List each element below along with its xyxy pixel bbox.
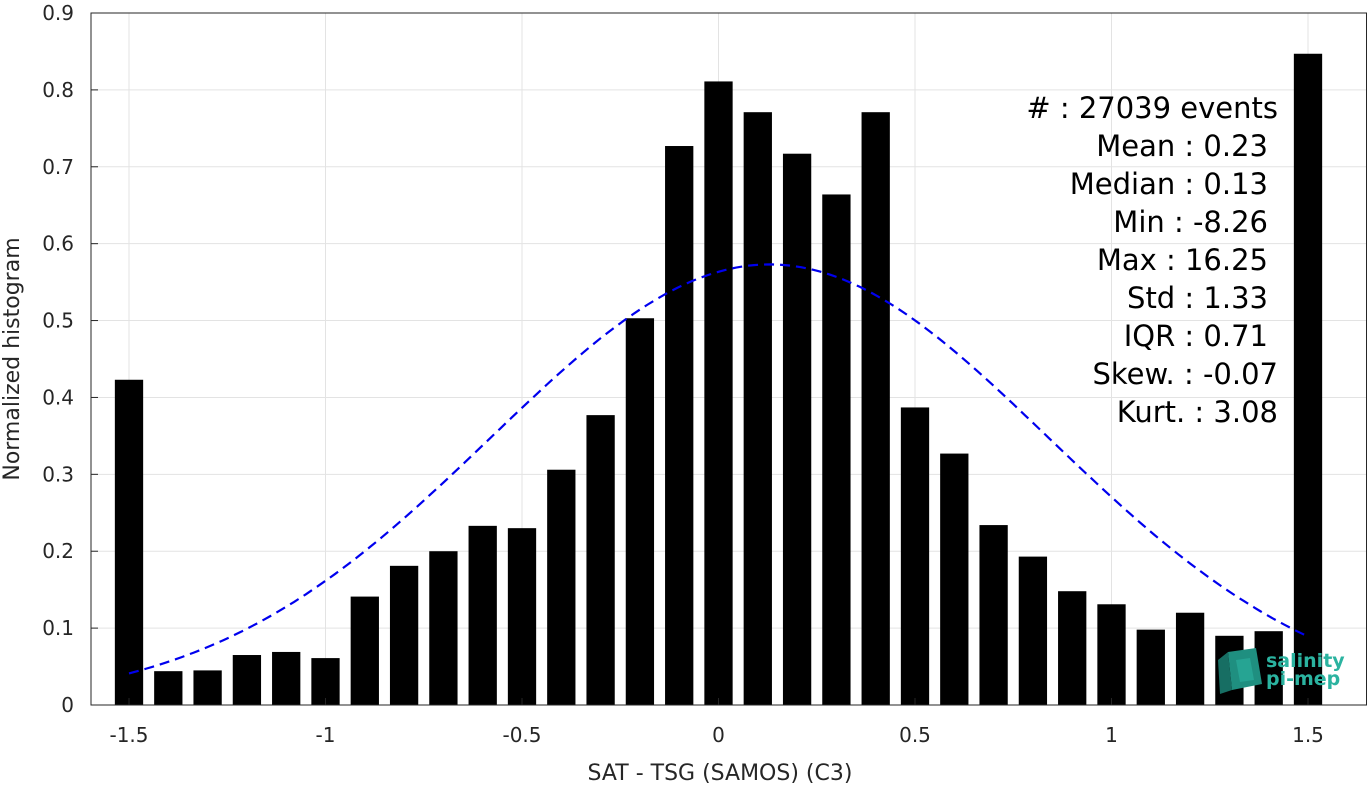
bar-27	[1175, 612, 1205, 705]
bar-25	[1097, 604, 1126, 705]
bar-11	[547, 469, 576, 705]
bar-4	[272, 651, 301, 705]
y-tick-label-5: 0.5	[42, 309, 74, 333]
bar-15	[704, 81, 733, 706]
x-axis-label: SAT - TSG (SAMOS) (C3)	[588, 761, 853, 785]
bar-8	[429, 551, 458, 705]
y-tick-label-8: 0.8	[42, 78, 74, 102]
bar-18	[822, 194, 851, 706]
bar-16	[743, 112, 772, 706]
y-tick-label-6: 0.6	[42, 232, 74, 256]
stats-box: # : 27039 events Mean : 0.23 Median : 0.13…	[1026, 91, 1278, 429]
bar-30	[1293, 53, 1323, 706]
x-tick-label-4: 0.5	[899, 723, 931, 747]
bar-12	[586, 415, 615, 705]
y-tick-label-2: 0.2	[42, 539, 74, 563]
x-tick-label-3: 0	[712, 723, 725, 747]
y-tick-label-7: 0.7	[42, 155, 74, 179]
y-ticks: 0 0.1 0.2 0.3 0.4 0.5 0.6 0.7 0.8 0.9	[42, 1, 98, 717]
x-ticks: -1.5 -1 -0.5 0 0.5 1 1.5	[109, 698, 1324, 747]
logo-text-line1: salinity	[1266, 650, 1345, 672]
bar-6	[350, 596, 379, 705]
stat-line-7: Skew. : -0.07	[1092, 357, 1278, 391]
bars	[114, 53, 1323, 706]
bar-9	[468, 525, 497, 705]
bar-14	[665, 146, 694, 706]
bar-3	[232, 655, 262, 705]
bar-24	[1058, 591, 1087, 705]
y-tick-label-4: 0.4	[42, 385, 74, 409]
stat-line-3: Min : -8.26	[1113, 205, 1268, 239]
bar-17	[782, 153, 812, 705]
bar-21	[940, 453, 969, 705]
bar-23	[1018, 556, 1048, 705]
bar-10	[507, 528, 537, 705]
stat-line-6: IQR : 0.71	[1124, 319, 1268, 353]
x-tick-label-0: -1.5	[109, 723, 148, 747]
bar-20	[900, 407, 930, 705]
bar-19	[861, 112, 890, 706]
bar-0	[114, 379, 144, 705]
stat-line-8: Kurt. : 3.08	[1117, 395, 1278, 429]
x-tick-label-5: 1	[1105, 723, 1118, 747]
stat-line-4: Max : 16.25	[1097, 243, 1268, 277]
salinity-cube-icon	[1218, 648, 1262, 694]
y-tick-label-9: 0.9	[42, 1, 74, 25]
bar-22	[979, 525, 1008, 705]
y-axis-label: Normalized histogram	[0, 237, 25, 480]
logo: salinity pi-mep	[1218, 648, 1345, 694]
stat-line-5: Std : 1.33	[1127, 281, 1268, 315]
bar-5	[311, 658, 340, 705]
stat-line-2: Median : 0.13	[1070, 167, 1268, 201]
x-tick-label-6: 1.5	[1292, 723, 1324, 747]
bar-2	[193, 670, 222, 705]
gaussian-fit-curve	[128, 263, 1309, 675]
stat-line-1: Mean : 0.23	[1096, 129, 1268, 163]
stat-line-0: # : 27039 events	[1026, 91, 1278, 125]
y-tick-label-3: 0.3	[42, 462, 74, 486]
x-tick-label-1: -1	[316, 723, 336, 747]
y-tick-label-1: 0.1	[42, 616, 74, 640]
bar-26	[1136, 629, 1165, 705]
bar-13	[625, 318, 655, 705]
bar-1	[154, 671, 183, 705]
logo-text-line2: pi-mep	[1266, 668, 1340, 690]
y-tick-label-0: 0	[61, 693, 74, 717]
bar-7	[389, 565, 419, 705]
x-tick-label-2: -0.5	[502, 723, 541, 747]
